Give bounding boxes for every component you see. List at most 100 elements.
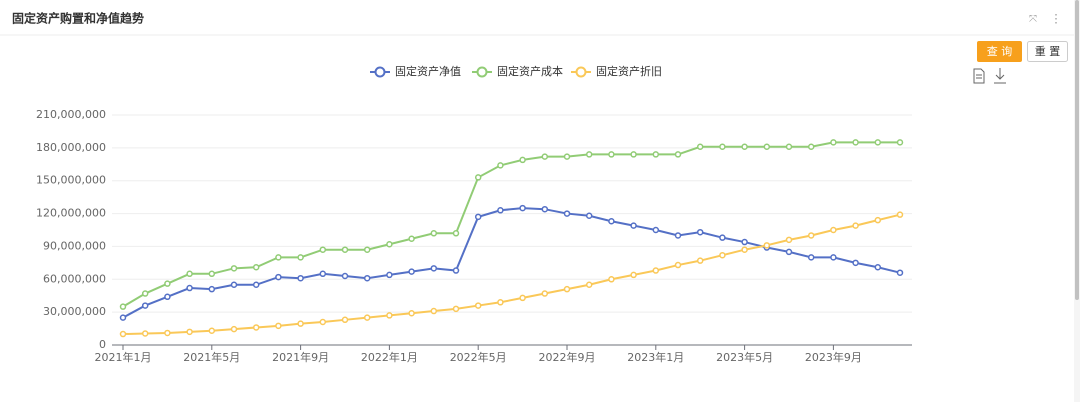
data-point [297, 254, 304, 261]
data-point [452, 267, 460, 274]
data-point [408, 309, 415, 317]
data-point [674, 261, 682, 269]
data-point [652, 267, 660, 274]
data-point [497, 299, 504, 306]
expand-icon[interactable]: ⤧ [1029, 14, 1037, 25]
x-tick-label: 2023年9月 [805, 350, 862, 364]
data-point [141, 330, 149, 337]
data-point [563, 210, 571, 217]
data-point [319, 318, 327, 326]
data-point [630, 151, 637, 158]
doc-icon[interactable] [973, 68, 985, 84]
y-tick-label: 0 [99, 338, 106, 351]
data-point [696, 257, 704, 264]
data-point [741, 143, 748, 151]
data-point [741, 238, 748, 246]
data-point [785, 236, 793, 244]
data-point [785, 143, 793, 151]
data-point [319, 270, 327, 278]
data-point [386, 312, 393, 319]
data-point [119, 314, 127, 321]
more-icon[interactable]: ⋮ [1050, 12, 1062, 26]
data-point [474, 213, 482, 221]
x-tick-label: 2021年9月 [272, 350, 329, 364]
panel-title: 固定资产购置和净值趋势 [12, 11, 144, 26]
data-point [186, 284, 193, 292]
download-icon[interactable] [994, 68, 1006, 84]
data-point [852, 259, 859, 267]
query-button-label[interactable]: 查 询 [987, 44, 1013, 58]
data-point [341, 272, 349, 280]
x-tick-label: 2021年5月 [183, 350, 240, 364]
data-point [208, 327, 216, 335]
data-point [297, 320, 304, 327]
data-point [297, 274, 304, 282]
data-point [608, 276, 615, 283]
data-point [541, 205, 549, 213]
data-point [608, 217, 615, 225]
data-point [430, 265, 438, 272]
data-point [807, 232, 815, 239]
data-point [497, 162, 504, 169]
y-tick-label: 60,000,000 [43, 272, 106, 285]
legend-marker [374, 66, 386, 78]
reset-button[interactable] [1027, 41, 1068, 62]
legend-marker [476, 66, 488, 78]
data-point [519, 294, 526, 302]
data-point [696, 143, 704, 151]
data-point [630, 222, 637, 229]
data-point [230, 265, 238, 272]
data-point [408, 235, 415, 243]
data-point [674, 232, 682, 239]
y-tick-label: 30,000,000 [43, 305, 106, 318]
data-point [319, 246, 327, 253]
reset-button-label[interactable]: 重 置 [1035, 44, 1061, 58]
data-point [830, 139, 837, 146]
data-point [186, 270, 193, 278]
data-point [563, 153, 571, 160]
data-point [386, 240, 393, 248]
legend-label: 固定资产折旧 [596, 64, 662, 78]
data-point [519, 156, 526, 164]
data-point [807, 254, 815, 261]
data-point [119, 330, 127, 338]
data-point [186, 328, 193, 336]
data-point [741, 246, 748, 253]
data-point [785, 248, 793, 256]
data-point [363, 314, 371, 321]
data-point [230, 281, 238, 289]
data-point [896, 139, 904, 146]
data-point [141, 302, 149, 309]
data-point [807, 143, 815, 151]
data-point [119, 303, 127, 310]
data-point [541, 290, 549, 297]
data-point [719, 234, 726, 241]
x-tick-label: 2023年5月 [716, 350, 773, 364]
scrollbar[interactable] [1075, 0, 1079, 300]
x-tick-label: 2021年1月 [95, 350, 152, 364]
data-point [252, 263, 260, 271]
legend-label: 固定资产净值 [395, 64, 461, 78]
x-tick-label: 2023年1月 [627, 350, 684, 364]
x-tick-label: 2022年1月 [361, 350, 418, 364]
data-point [386, 271, 393, 279]
series-line [122, 213, 901, 336]
data-point [830, 254, 837, 261]
data-point [896, 269, 904, 276]
y-tick-label: 150,000,000 [36, 174, 106, 187]
data-point [585, 281, 593, 289]
legend-marker [575, 66, 587, 78]
data-point [275, 254, 282, 261]
data-point [763, 143, 771, 151]
data-point [474, 302, 482, 309]
data-point [141, 290, 149, 297]
query-button[interactable] [977, 41, 1022, 62]
data-point [874, 263, 882, 271]
data-point [252, 324, 260, 331]
y-tick-label: 210,000,000 [36, 108, 106, 121]
data-point [363, 246, 371, 253]
legend-label: 固定资产成本 [497, 64, 563, 78]
